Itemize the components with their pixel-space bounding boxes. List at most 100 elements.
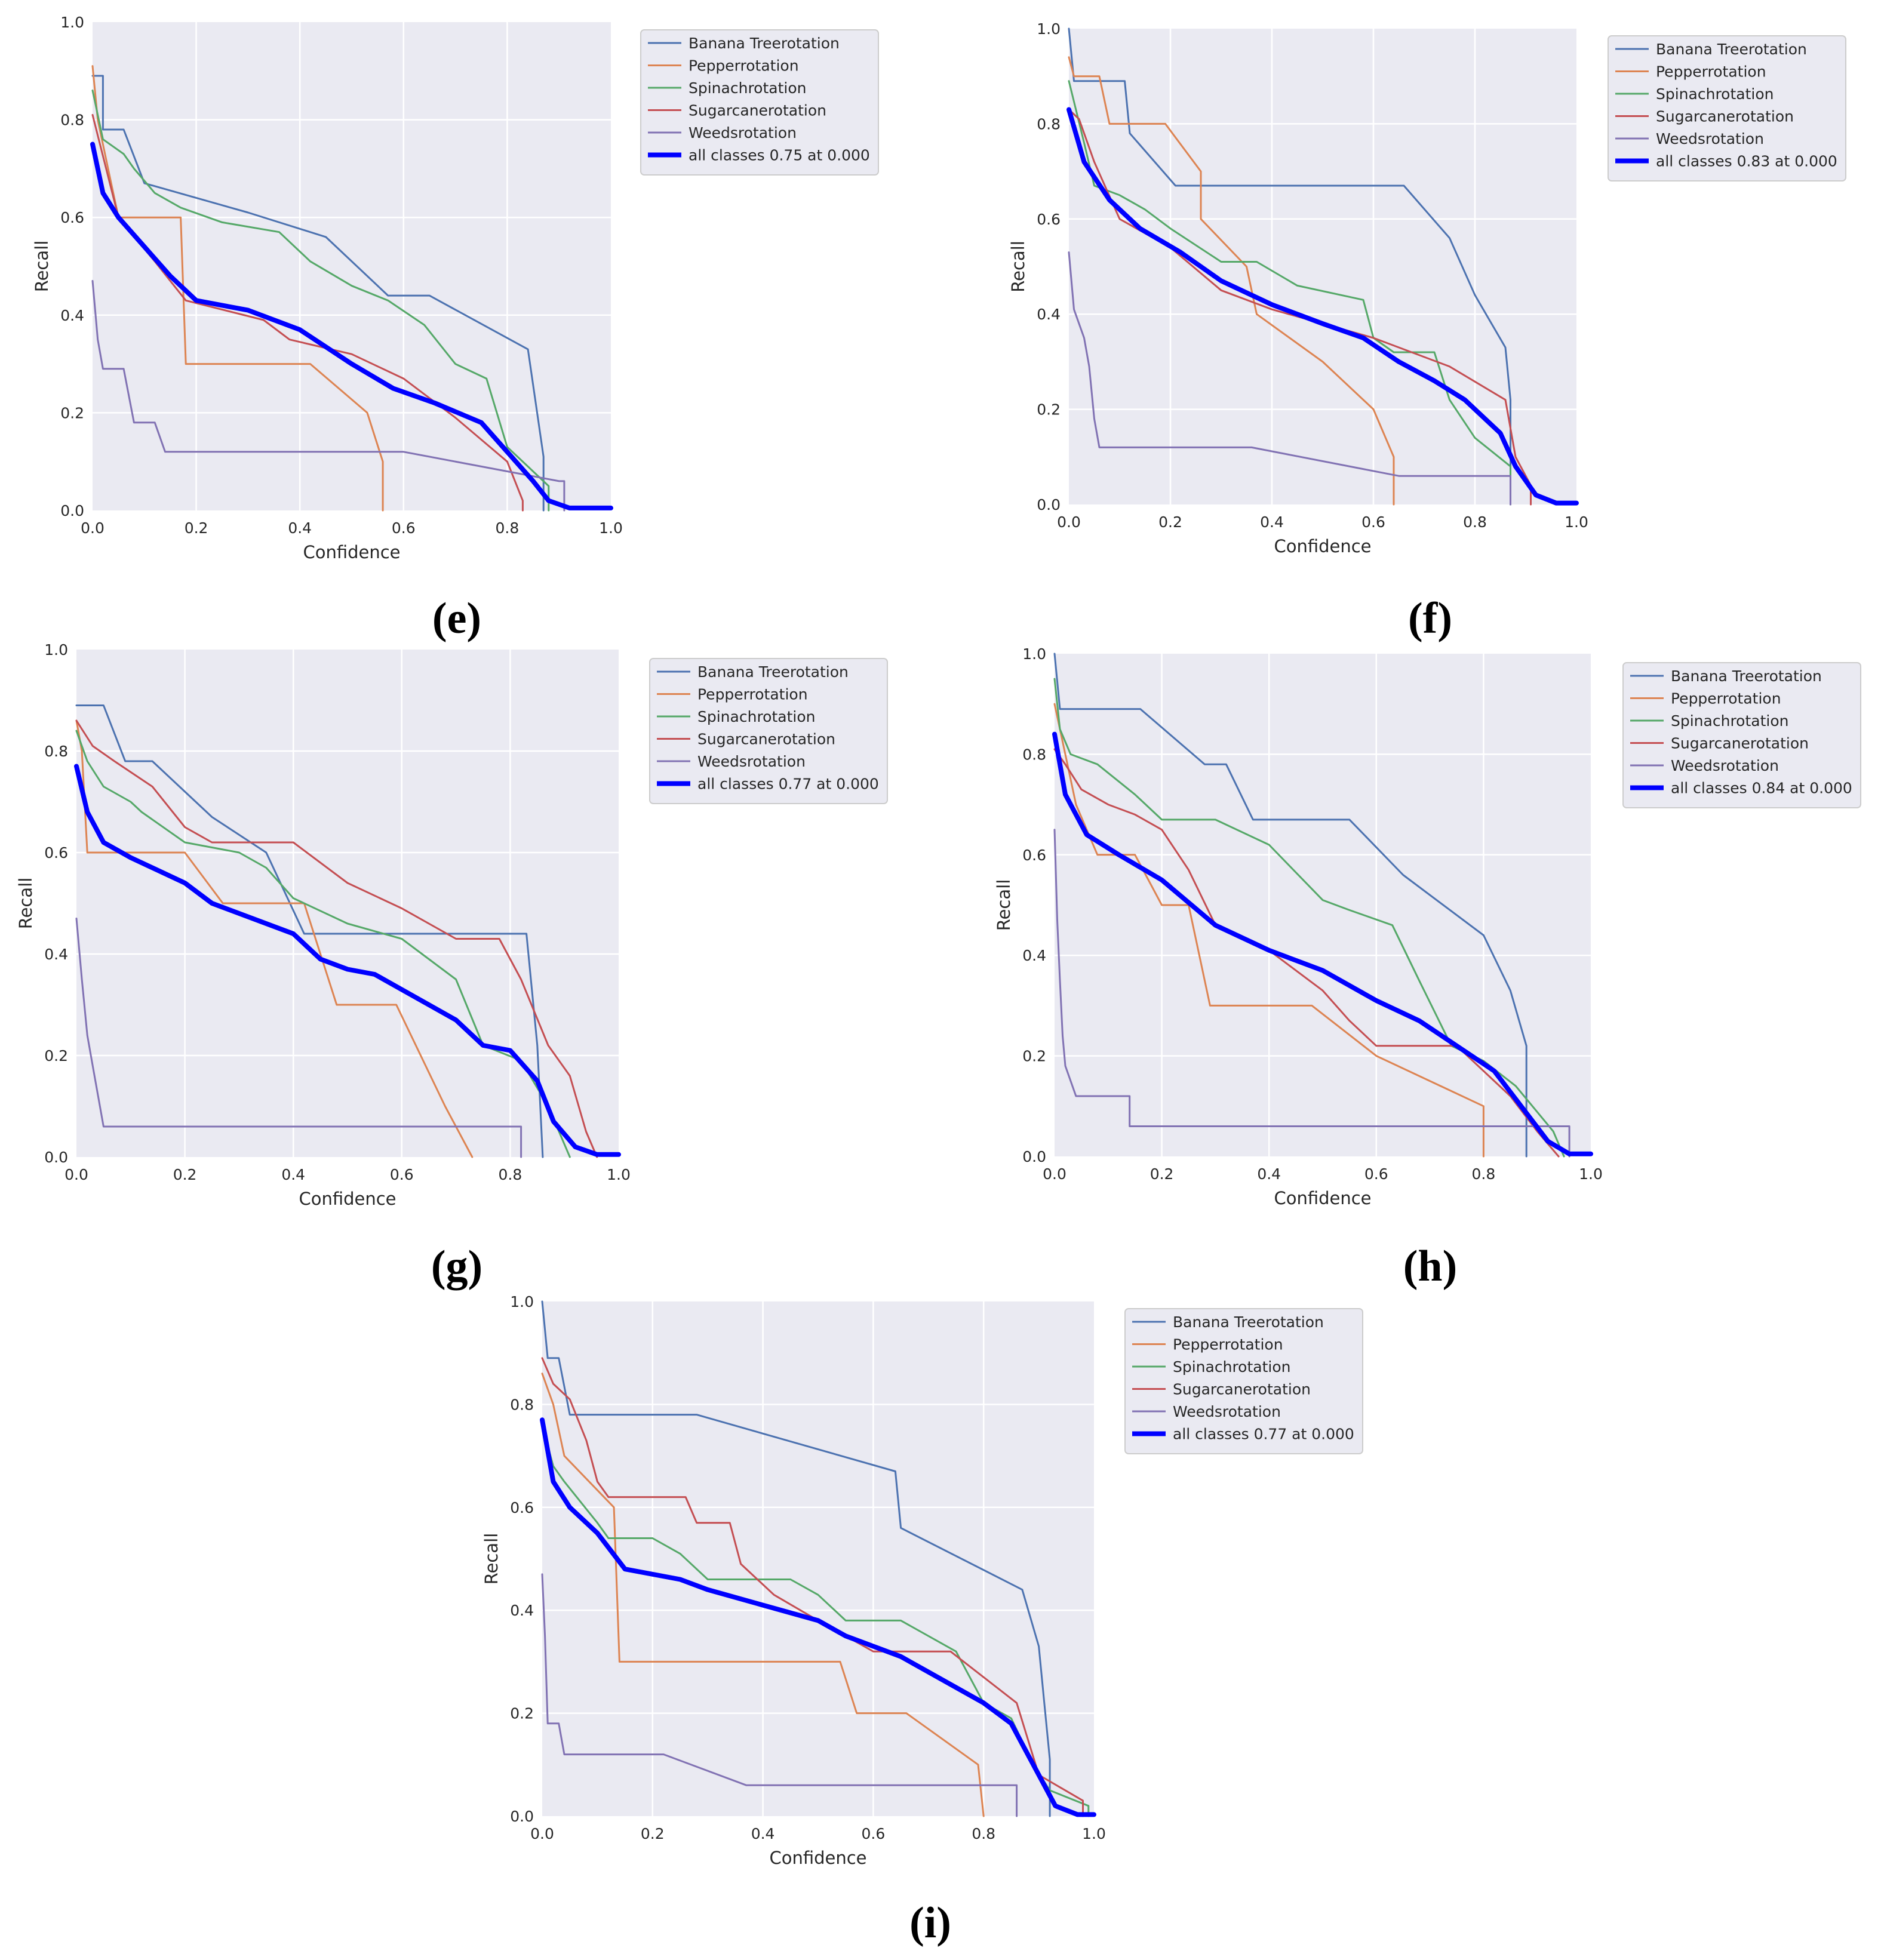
legend-label: Sugarcanerotation <box>689 102 826 119</box>
series-line-weedsrotation <box>1053 829 1570 1158</box>
y-tick-label: 0.4 <box>1037 306 1061 323</box>
x-tick-label: 0.6 <box>1364 1165 1388 1183</box>
y-tick-label: 0.2 <box>1022 1048 1046 1065</box>
legend-box <box>1124 1308 1363 1454</box>
legend-label: Weedsrotation <box>1173 1403 1281 1420</box>
x-tick-label: 1.0 <box>599 519 623 537</box>
x-tick-label: 0.0 <box>64 1166 88 1183</box>
x-tick-label: 0.8 <box>1472 1165 1496 1183</box>
x-tick-label: 0.0 <box>1057 513 1081 531</box>
y-axis-label: Recall <box>481 1533 502 1585</box>
x-tick-label: 0.0 <box>530 1825 554 1842</box>
legend-label: Pepperrotation <box>689 57 799 75</box>
y-tick-label: 1.0 <box>510 1293 534 1310</box>
legend-label: Spinachrotation <box>1671 712 1788 730</box>
panel-e: 0.0 0.2 0.4 0.6 0.8 1.0 0.0 0.2 0.4 0.6 0.8 1.0 Conf… <box>32 14 879 643</box>
x-tick-label: 0.8 <box>496 519 520 537</box>
panel-i: 0.0 0.2 0.4 0.6 0.8 1.0 0.0 0.2 0.4 0.6 0.8 1.0 Conf… <box>481 1293 1363 1947</box>
legend-label: Sugarcanerotation <box>1656 108 1794 125</box>
x-tick-label: 0.6 <box>862 1825 886 1842</box>
y-tick-label: 0.8 <box>1022 746 1046 763</box>
y-tick-label: 1.0 <box>44 641 68 659</box>
plot-background <box>542 1301 1094 1816</box>
series-line-banana-treerotation <box>75 704 544 1158</box>
y-tick-label: 0.0 <box>44 1149 68 1166</box>
series-line-pepperrotation <box>1053 703 1484 1158</box>
x-tick-label: 0.2 <box>1150 1165 1174 1183</box>
x-tick-label: 0.2 <box>185 519 208 537</box>
y-axis-label: Recall <box>994 879 1014 931</box>
legend-label: Spinachrotation <box>1656 85 1774 103</box>
plot-background <box>1055 654 1591 1156</box>
x-tick-label: 0.0 <box>1043 1165 1066 1183</box>
plot-background <box>93 22 611 510</box>
series-line-pepperrotation <box>1068 56 1395 506</box>
y-tick-label: 0.4 <box>1022 947 1046 964</box>
legend-label: Spinachrotation <box>1173 1358 1290 1376</box>
panel-g: 0.0 0.2 0.4 0.6 0.8 1.0 0.0 0.2 0.4 0.6 0.8 1.0 Conf… <box>16 641 888 1291</box>
series-line-all-classes <box>1052 731 1593 1156</box>
y-tick-label: 0.6 <box>44 844 68 861</box>
series-line-weedsrotation <box>541 1573 1018 1817</box>
legend-label: all classes 0.83 at 0.000 <box>1656 153 1837 170</box>
panel-h: 0.0 0.2 0.4 0.6 0.8 1.0 0.0 0.2 0.4 0.6 0.8 1.0 Conf… <box>994 645 1861 1291</box>
x-tick-label: 0.8 <box>1463 513 1487 531</box>
series-line-sugarcanerotation <box>541 1357 1084 1817</box>
x-axis-label: Confidence <box>1274 1188 1371 1208</box>
y-axis-label: Recall <box>16 878 36 930</box>
x-axis-label: Confidence <box>303 542 400 562</box>
series-line-weedsrotation <box>1068 251 1511 506</box>
y-tick-label: 0.2 <box>60 404 84 421</box>
y-tick-label: 1.0 <box>60 14 84 31</box>
series-line-spinachrotation <box>75 730 571 1158</box>
y-tick-label: 0.2 <box>44 1047 68 1064</box>
series-line-all-classes <box>1066 107 1579 506</box>
legend-label: all classes 0.75 at 0.000 <box>689 147 870 164</box>
legend-label: Sugarcanerotation <box>697 731 835 748</box>
y-tick-label: 0.2 <box>510 1705 534 1722</box>
legend-label: all classes 0.77 at 0.000 <box>1173 1426 1354 1443</box>
legend-label: Weedsrotation <box>697 753 806 770</box>
series-line-spinachrotation <box>1068 80 1511 506</box>
x-tick-label: 1.0 <box>1565 513 1588 531</box>
y-tick-label: 0.0 <box>1037 496 1061 513</box>
x-tick-label: 0.2 <box>173 1166 197 1183</box>
legend-label: Banana Treerotation <box>1671 667 1822 685</box>
legend-label: Weedsrotation <box>689 124 797 141</box>
series-line-all-classes <box>540 1417 1096 1817</box>
x-tick-label: 0.2 <box>1158 513 1182 531</box>
y-tick-label: 0.6 <box>1022 847 1046 864</box>
y-tick-label: 0.8 <box>44 743 68 760</box>
x-tick-label: 0.4 <box>1260 513 1284 531</box>
x-tick-label: 0.8 <box>499 1166 522 1183</box>
y-axis-label: Recall <box>1008 241 1028 293</box>
series-line-banana-treerotation <box>1053 653 1527 1158</box>
legend-label: Pepperrotation <box>1173 1336 1283 1353</box>
legend-label: Spinachrotation <box>689 79 806 97</box>
legend-label: Sugarcanerotation <box>1173 1381 1311 1398</box>
legend-label: Spinachrotation <box>697 708 815 725</box>
legend-label: Banana Treerotation <box>1173 1313 1324 1331</box>
series-line-weedsrotation <box>75 918 522 1158</box>
y-tick-label: 1.0 <box>1022 645 1046 663</box>
x-tick-label: 1.0 <box>607 1166 631 1183</box>
panel-label: (f) <box>1408 594 1452 643</box>
panel-label: (h) <box>1403 1242 1457 1291</box>
x-axis-label: Confidence <box>1274 536 1371 556</box>
y-tick-label: 0.4 <box>60 307 84 324</box>
legend-box <box>649 658 888 804</box>
y-tick-label: 0.8 <box>1037 115 1061 133</box>
y-tick-label: 0.2 <box>1037 401 1061 419</box>
x-axis-label: Confidence <box>299 1189 396 1209</box>
legend-label: Pepperrotation <box>697 686 808 703</box>
y-tick-label: 0.8 <box>510 1396 534 1413</box>
legend-box <box>640 29 879 176</box>
legend-label: Banana Treerotation <box>697 663 849 681</box>
panel-label: (g) <box>431 1242 482 1291</box>
x-tick-label: 0.2 <box>641 1825 665 1842</box>
legend-label: Sugarcanerotation <box>1671 735 1809 752</box>
series-line-pepperrotation <box>541 1373 985 1817</box>
legend-box <box>1608 35 1846 181</box>
series-line-sugarcanerotation <box>75 719 598 1158</box>
y-tick-label: 0.0 <box>510 1808 534 1825</box>
